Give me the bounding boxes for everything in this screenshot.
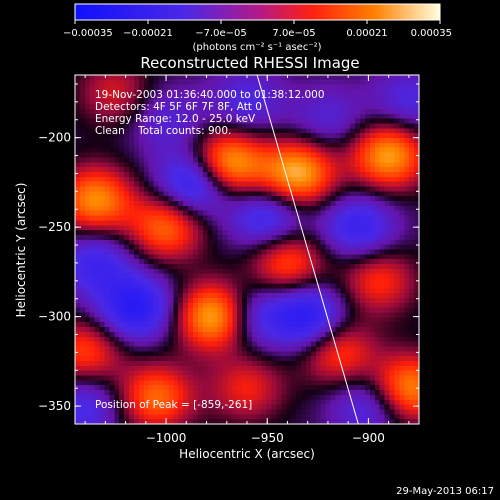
timestamp: 29-May-2013 06:17 xyxy=(396,486,494,497)
colorbar-unit-label: (photons cm⁻² s⁻¹ asec⁻²) xyxy=(192,42,321,53)
colorbar-tick-label: −0.00021 xyxy=(123,28,173,39)
chart-title: Reconstructed RHESSI Image xyxy=(140,54,359,72)
colorbar-tick-label: −7.0e−05 xyxy=(195,28,247,39)
y-tick-label: −200 xyxy=(38,131,71,145)
annotation-energy-range: Energy Range: 12.0 - 25.0 keV xyxy=(95,113,256,125)
peak-position-label: Position of Peak = [-859,-261] xyxy=(95,399,252,411)
colorbar-tick-label: 0.00021 xyxy=(346,28,387,39)
annotation-clean-counts: Clean Total counts: 900. xyxy=(95,125,231,137)
annotation-detectors: Detectors: 4F 5F 6F 7F 8F, Att 0 xyxy=(95,101,262,113)
y-tick-label: −250 xyxy=(38,220,71,234)
annotations: 19-Nov-2003 01:36:40.000 to 01:38:12.000… xyxy=(95,89,325,411)
colorbar-bar xyxy=(74,3,441,21)
y-tick-label: −350 xyxy=(38,399,71,413)
x-axis-label: Heliocentric X (arcsec) xyxy=(179,447,315,461)
colorbar: −0.00035 −0.00021 −7.0e−05 7.0e−05 0.00021 0.… xyxy=(63,3,452,53)
y-tick-label: −300 xyxy=(38,310,71,324)
x-tick-label: −1000 xyxy=(146,431,187,445)
y-axis-label: Heliocentric Y (arcsec) xyxy=(14,183,28,318)
x-tick-label: −950 xyxy=(251,431,284,445)
colorbar-tick-label: 0.00035 xyxy=(411,28,452,39)
colorbar-tick-label: −0.00035 xyxy=(63,28,113,39)
x-tick-label: −900 xyxy=(352,431,385,445)
heatmap-image xyxy=(75,75,419,424)
colorbar-tick-label: 7.0e−05 xyxy=(272,28,315,39)
annotation-time-range: 19-Nov-2003 01:36:40.000 to 01:38:12.000 xyxy=(95,89,325,101)
solar-limb-line xyxy=(256,75,359,424)
